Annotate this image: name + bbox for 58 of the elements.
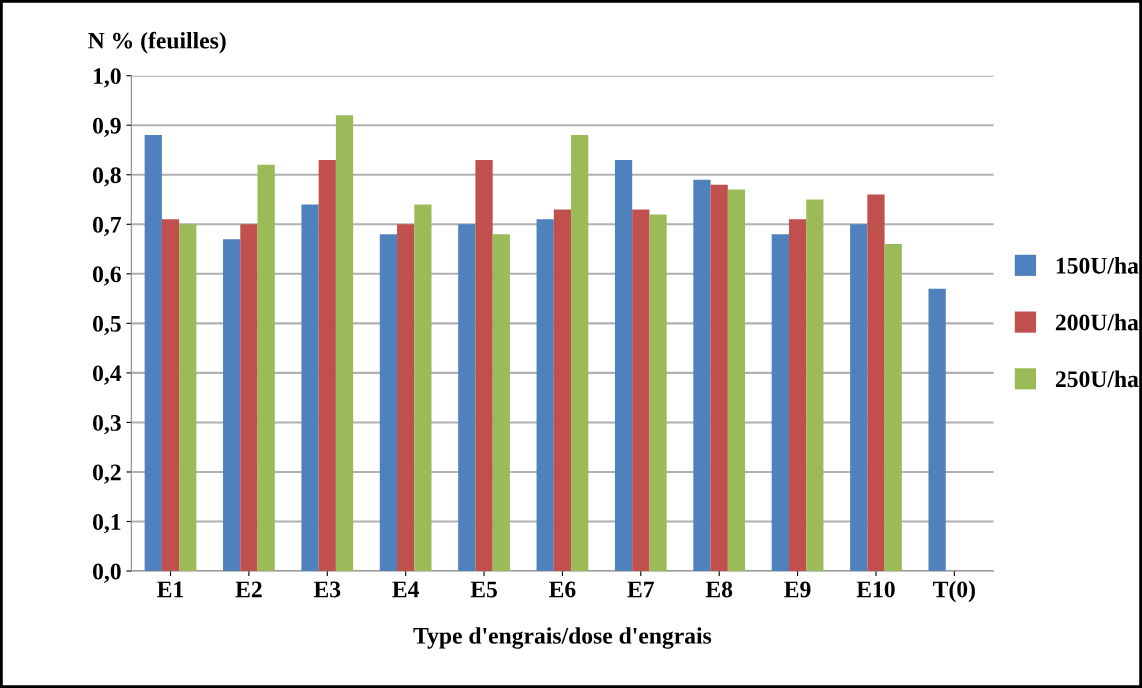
- x-tick-label: E4: [392, 581, 420, 598]
- bar: [771, 234, 789, 572]
- bar: [867, 194, 885, 572]
- bar: [693, 179, 711, 572]
- legend-label: 200U/ha: [1055, 313, 1139, 331]
- bar: [614, 159, 633, 572]
- legend-label: 250U/ha: [1055, 370, 1139, 388]
- bar: [397, 224, 415, 572]
- x-tick-label: E1: [157, 581, 184, 598]
- bar: [379, 234, 398, 572]
- y-axis-title: N % (feuilles): [88, 31, 226, 54]
- bar: [710, 184, 728, 572]
- x-tick-label: T(0): [933, 580, 975, 603]
- bar: [928, 288, 946, 572]
- bar: [727, 189, 746, 572]
- x-tick-label: E3: [313, 581, 341, 598]
- bar: [806, 199, 824, 572]
- bar: [788, 219, 807, 572]
- bar: [536, 219, 554, 572]
- legend-label: 150U/ha: [1056, 257, 1139, 274]
- bar: [223, 239, 241, 572]
- bar: [240, 224, 258, 572]
- bar: [318, 159, 336, 572]
- y-tick-label: 0,3: [92, 414, 121, 435]
- bar: [850, 224, 868, 572]
- bar: [571, 135, 589, 572]
- x-tick-label: E6: [549, 581, 576, 598]
- x-tick-label: E7: [627, 581, 655, 598]
- y-tick-label: 0,1: [92, 513, 121, 534]
- x-axis-title: Type d'engrais/dose d'engrais: [413, 627, 712, 649]
- bar: [884, 244, 902, 572]
- x-tick-label: E9: [784, 581, 811, 598]
- x-tick-label: E5: [470, 581, 497, 598]
- bar: [161, 219, 180, 572]
- bar: [144, 135, 162, 572]
- y-tick-label: 0,5: [92, 315, 121, 336]
- x-tick-label: E8: [705, 581, 733, 598]
- bar: [632, 209, 650, 572]
- bar: [649, 214, 667, 572]
- bar: [335, 115, 354, 572]
- y-tick-label: 0,2: [92, 464, 121, 484]
- y-tick-label: 1,0: [93, 68, 121, 88]
- bar: [414, 204, 432, 572]
- bar: [553, 209, 572, 572]
- bar: [301, 204, 319, 572]
- bar: [257, 164, 275, 572]
- bar: [458, 224, 476, 572]
- bar: [492, 234, 510, 572]
- y-tick-label: 0,6: [92, 266, 121, 286]
- y-tick-label: 0,9: [92, 117, 121, 138]
- y-tick-label: 0,7: [92, 216, 122, 237]
- y-tick-label: 0,0: [92, 563, 121, 583]
- bar: [475, 159, 493, 572]
- y-tick-label: 0,4: [92, 365, 122, 385]
- x-tick-label: E2: [235, 581, 262, 598]
- bar: [179, 224, 197, 572]
- y-tick-label: 0,8: [92, 167, 121, 187]
- x-tick-label: E10: [856, 581, 895, 598]
